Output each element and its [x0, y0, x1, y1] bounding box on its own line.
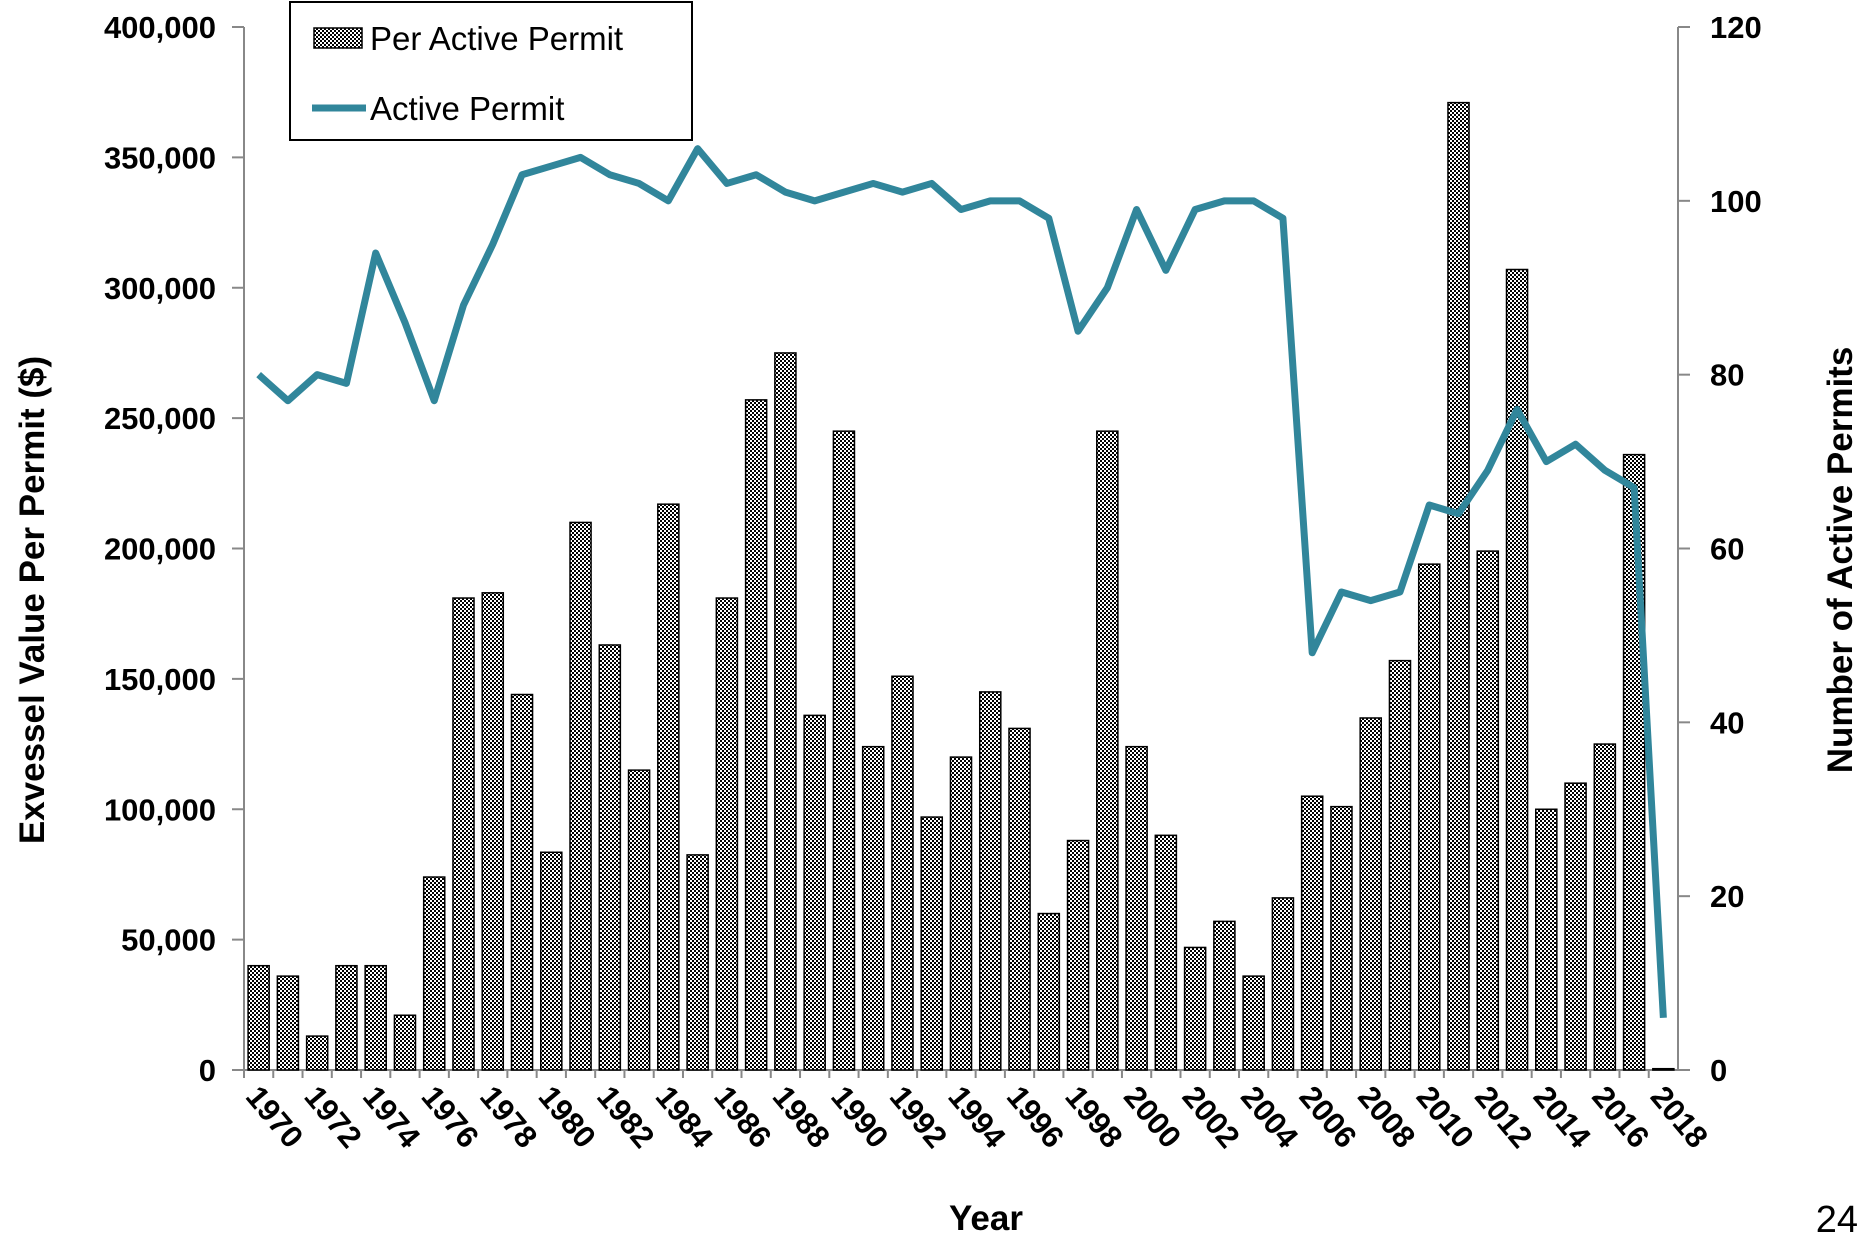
y-tick-label: 100,000	[104, 792, 216, 827]
bar	[1183, 946, 1207, 1071]
x-tick-label: 2016	[1585, 1079, 1656, 1154]
bar	[481, 592, 505, 1071]
x-tick-label: 2014	[1527, 1079, 1599, 1155]
bar	[686, 854, 709, 1071]
bar	[540, 851, 563, 1071]
bar	[422, 876, 446, 1071]
bar	[1300, 795, 1324, 1071]
y2-tick-label: 20	[1710, 879, 1744, 914]
y-axis-title: Exvessel Value Per Permit ($)	[13, 356, 52, 844]
line	[256, 145, 1667, 1019]
bar	[1535, 808, 1558, 1071]
bar	[1505, 268, 1529, 1071]
bar	[627, 769, 651, 1071]
legend-swatch	[313, 27, 363, 49]
bar	[276, 975, 300, 1071]
x-tick-label: 1992	[883, 1079, 954, 1154]
x-tick-label: 2010	[1410, 1079, 1481, 1154]
y2-tick-label: 120	[1710, 10, 1762, 45]
x-tick-label: 1978	[473, 1079, 544, 1154]
bar	[774, 352, 797, 1071]
bar	[715, 597, 739, 1071]
bar	[803, 714, 826, 1071]
bar	[978, 691, 1002, 1071]
y-tick-label: 400,000	[104, 10, 216, 45]
x-tick-label: 2012	[1468, 1079, 1539, 1154]
bar	[1213, 920, 1236, 1071]
y-tick-label: 150,000	[104, 662, 216, 697]
y2-tick-label: 0	[1710, 1053, 1727, 1088]
bar	[891, 675, 914, 1071]
y-tick-label: 0	[199, 1053, 216, 1088]
bar	[1066, 839, 1090, 1071]
bar	[598, 644, 622, 1071]
bar	[861, 745, 885, 1071]
x-tick-label: 2008	[1351, 1079, 1422, 1154]
bar	[1125, 745, 1148, 1071]
bar	[1388, 659, 1412, 1071]
x-tick-label: 1980	[532, 1079, 603, 1154]
bar	[1096, 430, 1119, 1071]
x-tick-label: 2002	[1175, 1079, 1246, 1154]
x-tick-label: 2018	[1644, 1079, 1715, 1154]
x-tick-label: 1976	[415, 1079, 486, 1154]
page-number: 24	[1816, 1199, 1858, 1235]
y2-tick-label: 40	[1710, 705, 1744, 740]
x-tick-label: 1988	[766, 1079, 837, 1154]
bar	[1154, 834, 1178, 1071]
bar	[1476, 550, 1500, 1071]
bar	[1330, 805, 1353, 1071]
x-tick-label: 1994	[941, 1079, 1013, 1155]
y-tick-label: 300,000	[104, 271, 216, 306]
bar	[832, 430, 856, 1071]
y-tick-label: 250,000	[104, 401, 216, 436]
legend-label: Per Active Permit	[370, 20, 623, 57]
x-tick-label: 1990	[824, 1079, 895, 1154]
x-tick-label: 2000	[1117, 1079, 1188, 1154]
y2-tick-label: 80	[1710, 358, 1744, 393]
y-tick-label: 350,000	[104, 140, 216, 175]
bar	[657, 503, 680, 1071]
bar	[1417, 563, 1441, 1071]
x-tick-label: 1972	[298, 1079, 369, 1154]
bar	[1652, 1067, 1675, 1071]
bar	[510, 693, 534, 1071]
bar	[1242, 975, 1265, 1071]
y-tick-label: 200,000	[104, 532, 216, 567]
bar	[949, 756, 973, 1071]
bar	[1271, 897, 1295, 1071]
bar	[1037, 912, 1061, 1071]
bar	[247, 964, 270, 1071]
y2-axis-title: Number of Active Permits	[1821, 347, 1860, 774]
bar	[305, 1035, 329, 1071]
bar	[920, 816, 944, 1071]
legend-box	[289, 1, 693, 141]
x-tick-label: 1984	[649, 1079, 721, 1155]
bar	[744, 399, 768, 1071]
y2-tick-label: 60	[1710, 532, 1744, 567]
x-tick-label: 1974	[356, 1079, 428, 1155]
bar	[1447, 101, 1470, 1071]
bar	[335, 964, 358, 1071]
legend-label: Active Permit	[370, 90, 564, 127]
bar	[364, 964, 387, 1071]
x-tick-label: 1986	[707, 1079, 778, 1154]
x-axis-title: Year	[949, 1199, 1023, 1235]
x-tick-label: 2006	[1293, 1079, 1364, 1154]
x-tick-label: 1982	[590, 1079, 661, 1154]
y2-tick-label: 100	[1710, 184, 1762, 219]
bar	[1008, 727, 1031, 1071]
bar	[1564, 782, 1587, 1071]
x-tick-label: 1996	[1000, 1079, 1071, 1154]
x-tick-label: 2004	[1234, 1079, 1306, 1155]
x-tick-label: 1998	[1058, 1079, 1129, 1154]
bar	[569, 521, 592, 1071]
bar	[1593, 743, 1617, 1071]
bar	[452, 597, 475, 1071]
y-tick-label: 50,000	[121, 923, 216, 958]
x-tick-label: 1970	[239, 1079, 310, 1154]
bar	[1359, 717, 1382, 1071]
bar	[393, 1014, 417, 1071]
